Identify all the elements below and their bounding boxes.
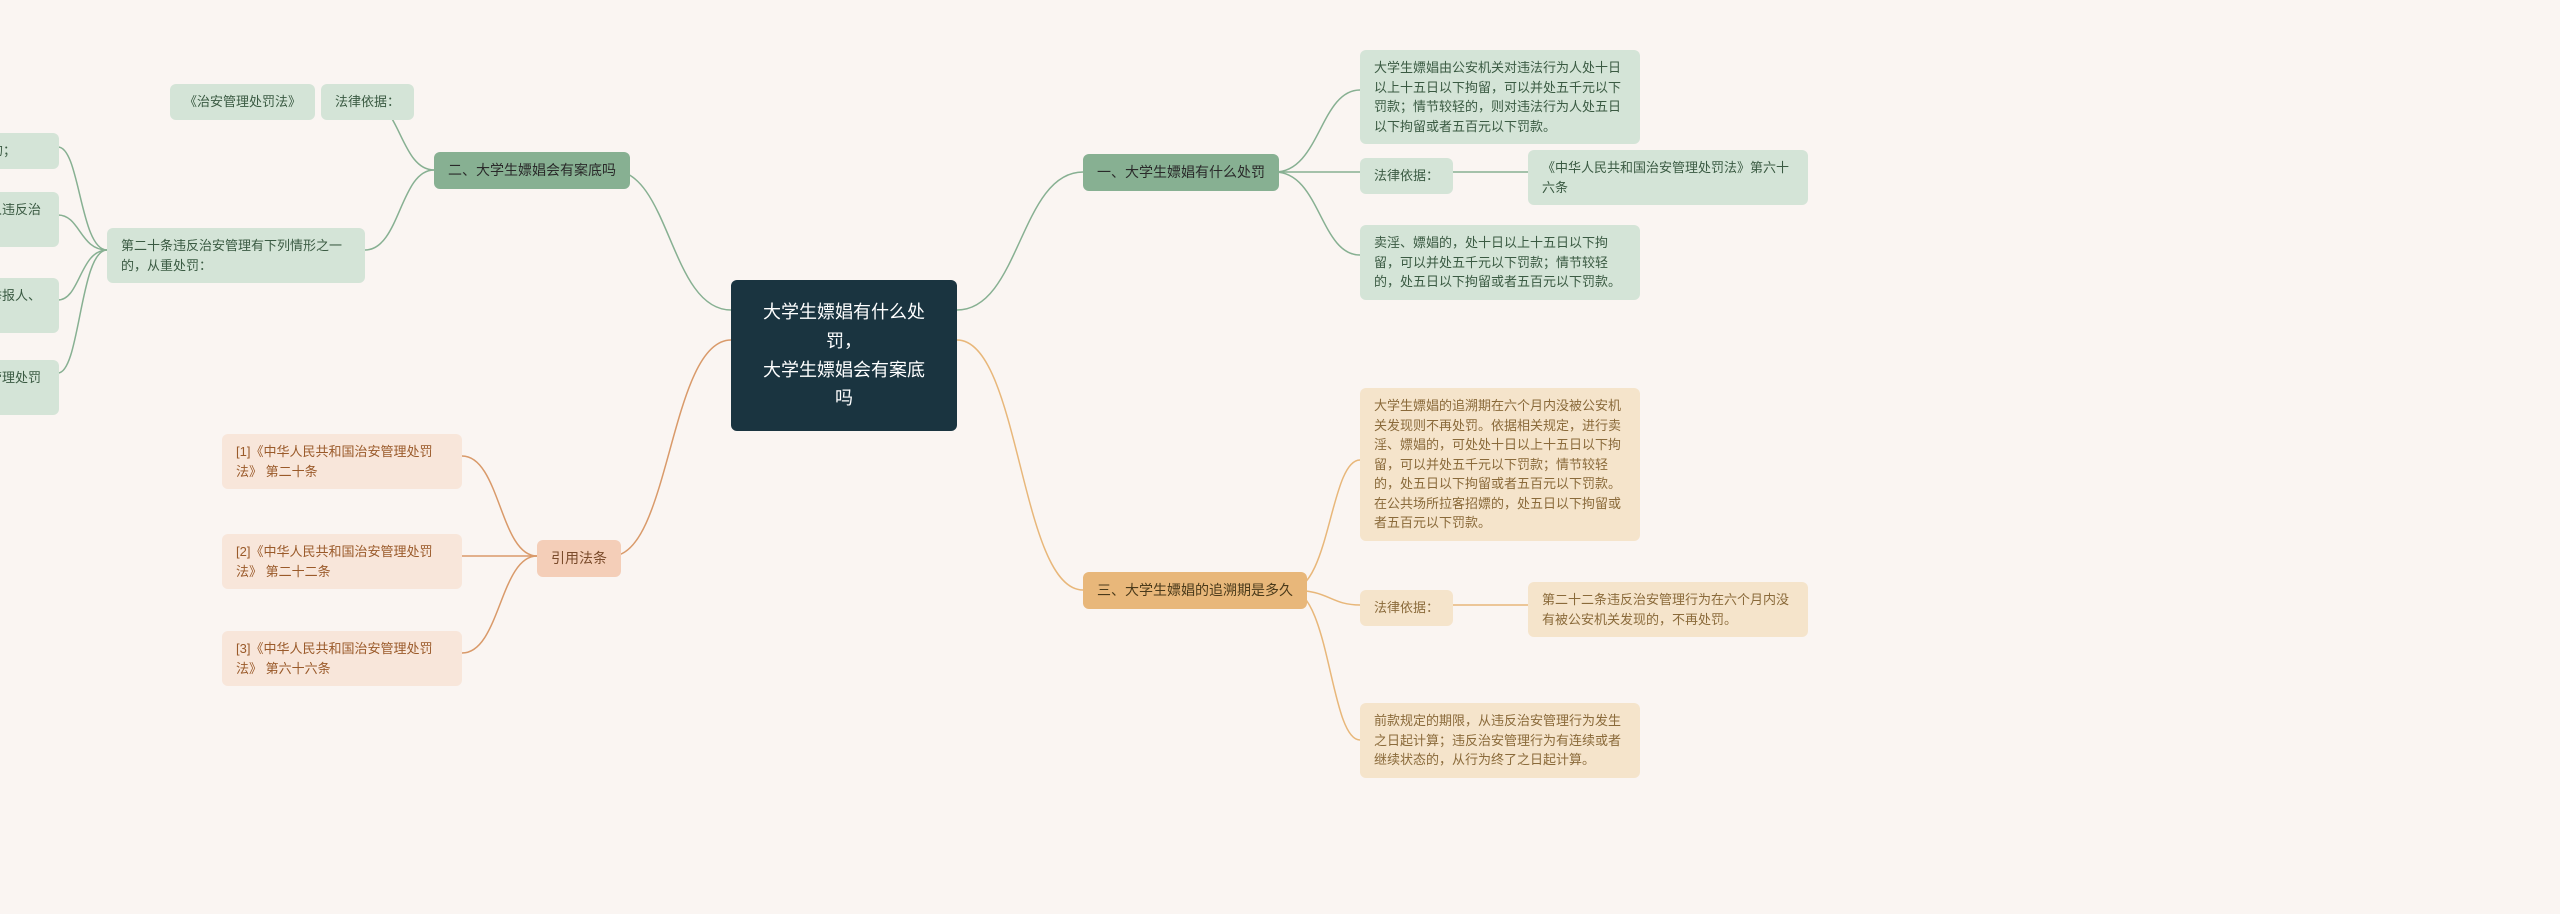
s1-item-3: 卖淫、嫖娼的，处十日以上十五日以下拘留，可以并处五千元以下罚款；情节较轻的，处五… bbox=[1360, 225, 1640, 300]
root-node: 大学生嫖娼有什么处罚， 大学生嫖娼会有案底吗 bbox=[731, 280, 957, 431]
s2-item1b: 法律依据： bbox=[321, 84, 414, 120]
ref-0: [1]《中华人民共和国治安管理处罚法》 第二十条 bbox=[222, 434, 462, 489]
s2-sub-3: （四）六个月内曾受过治安管理处罚的。 bbox=[0, 360, 59, 415]
ref-2: [3]《中华人民共和国治安管理处罚法》 第六十六条 bbox=[222, 631, 462, 686]
s3-item-2: 第二十二条违反治安管理行为在六个月内没有被公安机关发现的，不再处罚。 bbox=[1528, 582, 1808, 637]
s3-item-0: 大学生嫖娼的追溯期在六个月内没被公安机关发现则不再处罚。依据相关规定，进行卖淫、… bbox=[1360, 388, 1640, 541]
s2-sub-2: （三）对报案人、控告人、举报人、证人打击报复的； bbox=[0, 278, 59, 333]
s1-item-0: 大学生嫖娼由公安机关对违法行为人处十日以上十五日以下拘留，可以并处五千元以下罚款… bbox=[1360, 50, 1640, 144]
section-3-title: 三、大学生嫖娼的追溯期是多久 bbox=[1097, 580, 1293, 601]
section-2-title: 二、大学生嫖娼会有案底吗 bbox=[448, 160, 616, 181]
s2-item2: 第二十条违反治安管理有下列情形之一的，从重处罚： bbox=[107, 228, 365, 283]
s3-item-3-text: 前款规定的期限，从违反治安管理行为发生之日起计算；违反治安管理行为有连续或者继续… bbox=[1374, 711, 1626, 770]
s1-item-2: 《中华人民共和国治安管理处罚法》第六十六条 bbox=[1528, 150, 1808, 205]
s3-item-2-text: 第二十二条违反治安管理行为在六个月内没有被公安机关发现的，不再处罚。 bbox=[1542, 590, 1794, 629]
s2-sub-3-text: （四）六个月内曾受过治安管理处罚的。 bbox=[0, 368, 45, 407]
s2-item2-text: 第二十条违反治安管理有下列情形之一的，从重处罚： bbox=[121, 236, 351, 275]
s3-item-3: 前款规定的期限，从违反治安管理行为发生之日起计算；违反治安管理行为有连续或者继续… bbox=[1360, 703, 1640, 778]
s2-item1a: 《治安管理处罚法》 bbox=[170, 84, 315, 120]
s1-item-3-text: 卖淫、嫖娼的，处十日以上十五日以下拘留，可以并处五千元以下罚款；情节较轻的，处五… bbox=[1374, 233, 1626, 292]
s2-item1a-text: 《治安管理处罚法》 bbox=[184, 92, 301, 112]
s2-sub-0-text: （一）有较严重后果的； bbox=[0, 141, 16, 161]
section-refs: 引用法条 bbox=[537, 540, 621, 577]
ref-2-text: [3]《中华人民共和国治安管理处罚法》 第六十六条 bbox=[236, 639, 448, 678]
section-1-title: 一、大学生嫖娼有什么处罚 bbox=[1097, 162, 1265, 183]
s3-item-1: 法律依据： bbox=[1360, 590, 1453, 626]
s3-item-0-text: 大学生嫖娼的追溯期在六个月内没被公安机关发现则不再处罚。依据相关规定，进行卖淫、… bbox=[1374, 396, 1626, 533]
s1-item-2-text: 《中华人民共和国治安管理处罚法》第六十六条 bbox=[1542, 158, 1794, 197]
s3-item-1-text: 法律依据： bbox=[1374, 598, 1439, 618]
section-2: 二、大学生嫖娼会有案底吗 bbox=[434, 152, 630, 189]
section-refs-title: 引用法条 bbox=[551, 548, 607, 569]
ref-1: [2]《中华人民共和国治安管理处罚法》 第二十二条 bbox=[222, 534, 462, 589]
s2-item1b-text: 法律依据： bbox=[335, 92, 400, 112]
s2-sub-1-text: （二）教唆、胁迫、诱骗他人违反治安管理的； bbox=[0, 200, 45, 239]
s1-item-1: 法律依据： bbox=[1360, 158, 1453, 194]
s1-item-1-text: 法律依据： bbox=[1374, 166, 1439, 186]
root-text: 大学生嫖娼有什么处罚， 大学生嫖娼会有案底吗 bbox=[759, 298, 929, 413]
ref-1-text: [2]《中华人民共和国治安管理处罚法》 第二十二条 bbox=[236, 542, 448, 581]
s1-item-0-text: 大学生嫖娼由公安机关对违法行为人处十日以上十五日以下拘留，可以并处五千元以下罚款… bbox=[1374, 58, 1626, 136]
s2-sub-1: （二）教唆、胁迫、诱骗他人违反治安管理的； bbox=[0, 192, 59, 247]
section-1: 一、大学生嫖娼有什么处罚 bbox=[1083, 154, 1279, 191]
section-3: 三、大学生嫖娼的追溯期是多久 bbox=[1083, 572, 1307, 609]
s2-sub-2-text: （三）对报案人、控告人、举报人、证人打击报复的； bbox=[0, 286, 45, 325]
s2-sub-0: （一）有较严重后果的； bbox=[0, 133, 59, 169]
ref-0-text: [1]《中华人民共和国治安管理处罚法》 第二十条 bbox=[236, 442, 448, 481]
